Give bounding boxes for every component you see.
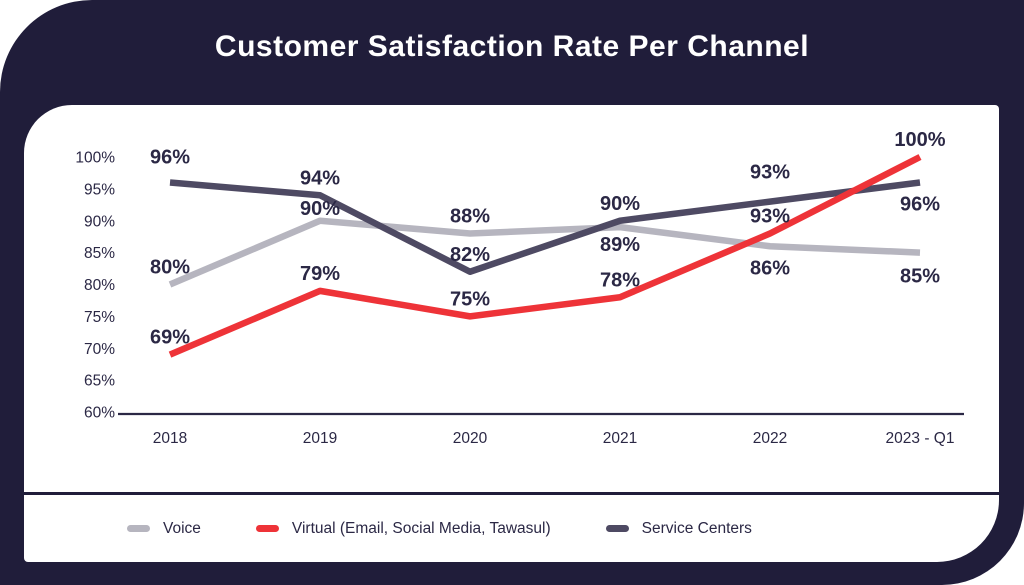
data-label: 93% [750,206,790,228]
y-axis-tick-label: 65% [84,373,115,390]
data-label: 80% [150,257,190,279]
data-label: 90% [600,193,640,215]
legend: Voice Virtual (Email, Social Media, Tawas… [24,495,999,562]
chart-panel: 100% 95% 90% 85% 80% 75% 70% 65% 60% 2018 2019 2020… [24,105,999,562]
data-label: 79% [300,263,340,285]
data-label: 90% [300,198,340,220]
x-axis-label: 2021 [603,430,637,447]
data-label: 96% [150,147,190,169]
data-label: 82% [450,244,490,266]
y-axis-tick-label: 75% [84,309,115,326]
y-axis-tick-label: 80% [84,277,115,294]
legend-swatch-icon [255,525,279,532]
x-axis-label: 2020 [453,430,488,447]
legend-item-service-centers: Service Centers [605,519,752,538]
data-label: 78% [600,269,640,291]
data-label: 89% [600,234,640,256]
data-label: 96% [900,194,940,216]
legend-label: Virtual (Email, Social Media, Tawasul) [291,519,551,537]
legend-swatch-icon [605,525,629,532]
y-axis-tick-label: 60% [84,405,115,422]
data-label: 75% [450,288,490,310]
series-line-voice [168,217,921,288]
legend-label: Service Centers [641,519,752,537]
series-line-virtual [168,154,922,358]
data-label: 85% [900,266,940,288]
legend-item-virtual: Virtual (Email, Social Media, Tawasul) [255,519,551,538]
data-label: 100% [894,129,945,151]
data-label: 93% [750,162,790,184]
satisfaction-line-chart: 100% 95% 90% 85% 80% 75% 70% 65% 60% 2018 2019 2020… [75,129,964,447]
y-axis-tick-label: 70% [84,341,115,358]
y-axis-tick-label: 90% [84,213,115,230]
x-axis-label: 2018 [153,430,187,447]
y-axis-tick-label: 100% [75,150,115,167]
x-axis-label: 2023 - Q1 [886,430,955,447]
chart-title: Customer Satisfaction Rate Per Channel [214,30,810,63]
legend-swatch-icon [127,525,150,532]
data-label: 69% [150,327,190,349]
x-axis-label: 2019 [303,430,337,447]
x-axis-label: 2022 [753,430,787,447]
legend-label: Voice [163,519,201,537]
y-axis-tick-label: 95% [84,181,115,198]
legend-item-voice: Voice [127,520,201,538]
legend-divider [24,492,999,495]
y-axis-tick-label: 85% [84,245,115,262]
data-label: 94% [300,167,340,189]
series-line-service-centers [169,179,921,275]
data-label: 86% [750,257,790,279]
data-label: 88% [450,206,490,228]
